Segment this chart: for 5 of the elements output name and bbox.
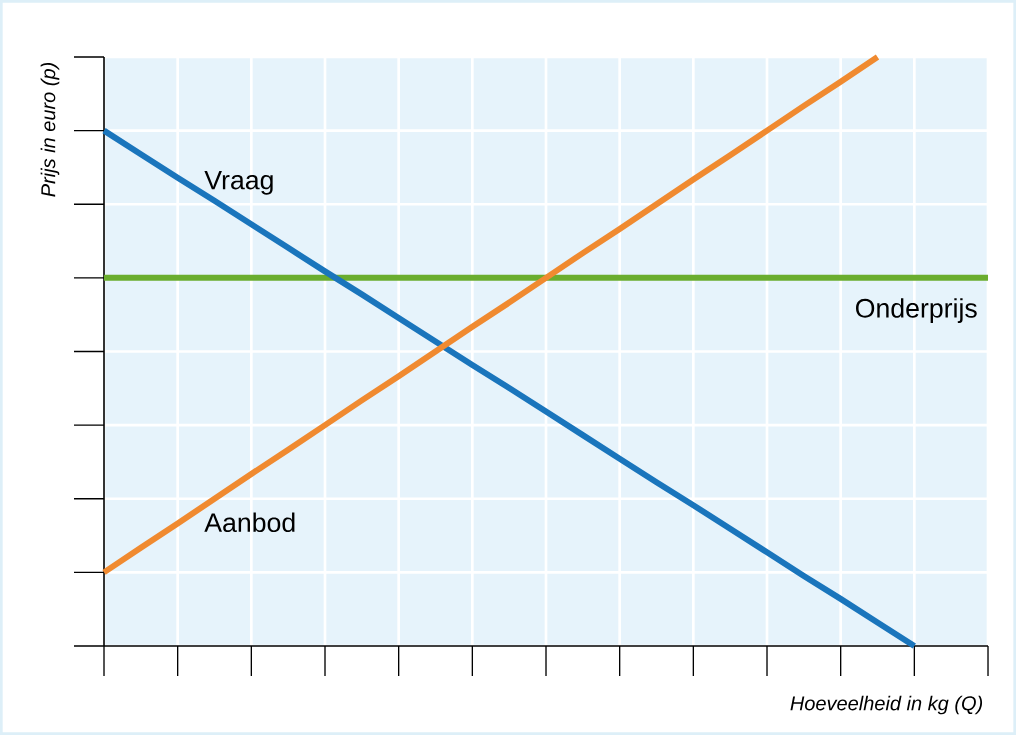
series-label: Aanbod [204,512,295,533]
x-axis-title: Hoeveelheid in kg (Q) [790,695,983,715]
y-axis-title: Prijs in euro (p) [40,62,60,197]
series-label: Vraag [204,170,273,195]
ref-line-label: Onderprijs [855,298,977,323]
